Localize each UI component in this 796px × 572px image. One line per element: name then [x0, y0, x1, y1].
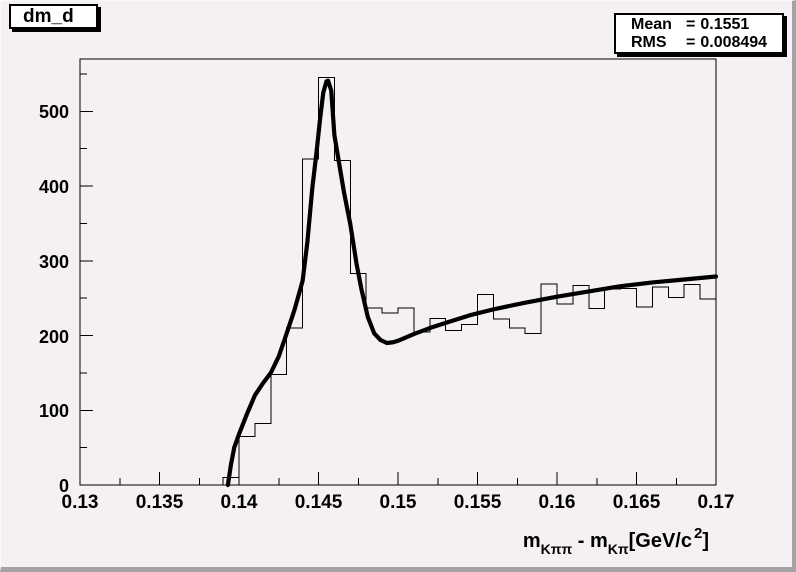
histogram-outline [80, 77, 717, 486]
x-axis-title-part: Kππ [540, 541, 573, 557]
x-tick-label: 0.165 [612, 492, 661, 513]
stats-row-rms: RMS = 0.008494 [631, 34, 782, 52]
x-tick-label: 0.15 [379, 492, 417, 513]
y-tick-label: 400 [38, 177, 69, 198]
x-axis-title: mKππ - mKπ[GeV/c 2] [523, 525, 709, 557]
fit-curve [225, 78, 719, 488]
x-tick-label: 0.14 [220, 492, 258, 513]
x-axis-title-part: m [522, 530, 541, 552]
x-axis-title-part: Kπ [607, 541, 629, 557]
x-tick-label: 0.16 [538, 492, 576, 513]
stats-box: Mean = 0.1551 RMS = 0.008494 [614, 13, 784, 54]
y-tick-label: 500 [38, 102, 69, 123]
stats-rms-label: RMS [631, 34, 667, 51]
plot-frame [79, 58, 717, 486]
x-axis-title-part: [GeV/c [628, 530, 692, 552]
stats-row-mean: Mean = 0.1551 [631, 16, 782, 34]
stats-mean-equals: = [686, 16, 696, 33]
x-tick-label: 0.155 [453, 492, 502, 513]
x-tick-label: 0.17 [697, 492, 735, 513]
x-tick-label: 0.145 [294, 492, 343, 513]
histogram-title-box: dm_d [9, 4, 98, 29]
x-axis-title-part: - m [572, 530, 608, 552]
stats-rms-value: 0.008494 [700, 34, 768, 51]
x-tick-label: 0.135 [135, 492, 184, 513]
y-tick-label: 200 [38, 326, 69, 347]
histogram-title: dm_d [23, 5, 74, 27]
stats-mean-label: Mean [631, 16, 672, 33]
x-axis-title-part: 2 [693, 525, 703, 542]
stats-rms-equals: = [686, 34, 696, 51]
x-tick-label: 0.13 [61, 492, 99, 513]
y-tick-label: 0 [58, 476, 69, 496]
x-axis-title-part: ] [702, 530, 709, 552]
y-tick-label: 300 [38, 251, 69, 272]
stats-mean-value: 0.1551 [700, 16, 750, 33]
y-tick-label: 100 [38, 401, 69, 422]
